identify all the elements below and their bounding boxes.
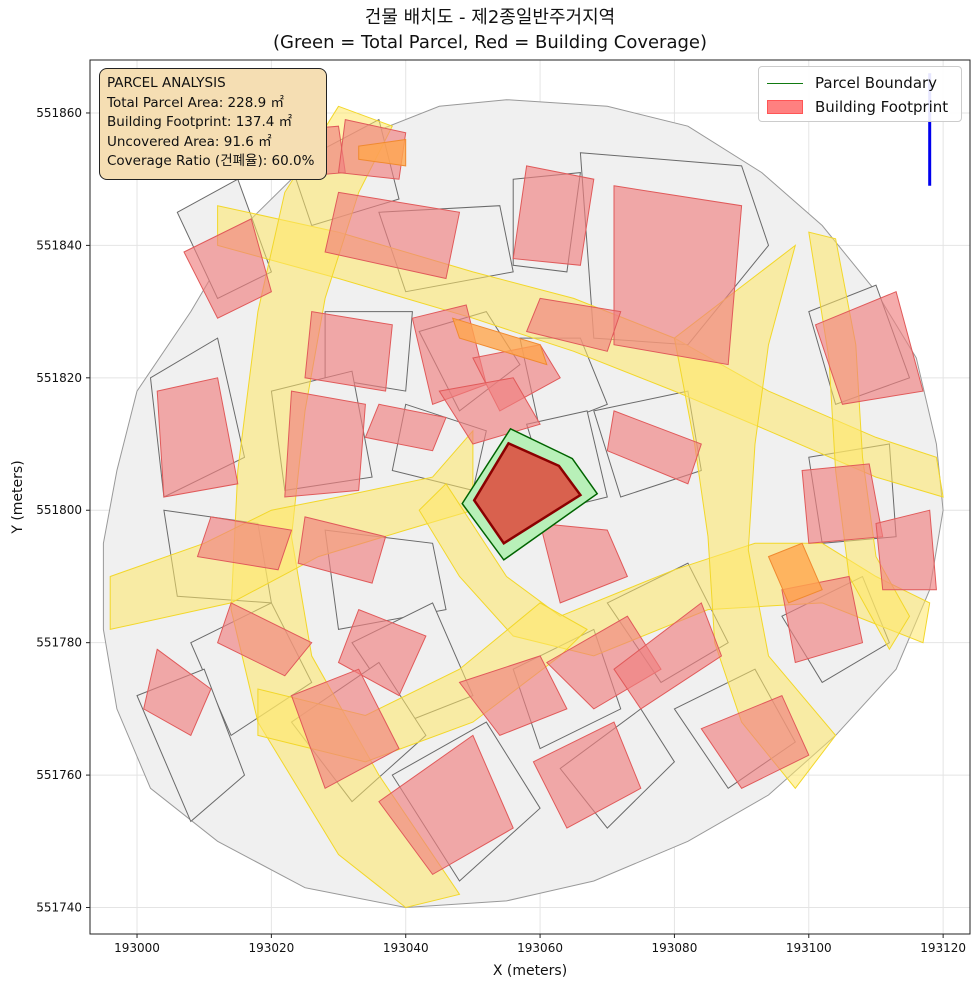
x-tick-label: 193100 (786, 941, 832, 955)
y-tick-label: 551840 (36, 238, 82, 252)
building-footprint (438, 377, 541, 445)
x-axis-label: X (meters) (493, 963, 567, 979)
building-footprint (606, 410, 702, 485)
x-tick-label: 193060 (517, 941, 563, 955)
y-tick-label: 551740 (36, 901, 82, 915)
legend-label-building: Building Footprint (815, 98, 949, 116)
target-building (472, 441, 583, 545)
building-footprint (378, 734, 514, 876)
map-layer (102, 73, 944, 909)
legend: Parcel Boundary Building Footprint (758, 66, 962, 122)
building-footprint (613, 602, 723, 710)
building-footprint (525, 297, 622, 352)
road-polygon (217, 205, 944, 498)
building-footprint (613, 185, 743, 366)
x-tick-label: 193080 (652, 941, 698, 955)
y-axis-label: Y (meters) (10, 460, 26, 534)
building-footprint (364, 403, 447, 452)
x-tick-label: 193000 (114, 941, 160, 955)
building-footprint (801, 463, 884, 544)
legend-patch-swatch (767, 100, 803, 114)
info-total-area: Total Parcel Area: 228.9 ㎡ (107, 94, 284, 111)
building-footprint (512, 165, 595, 266)
x-tick-label: 193040 (383, 941, 429, 955)
plot-frame (89, 59, 971, 935)
info-coverage-ratio: Coverage Ratio (건폐율): 60.0% (107, 153, 315, 169)
building-footprint (304, 311, 393, 392)
building-footprint (875, 509, 937, 591)
building-footprint (814, 291, 924, 405)
parcel-analysis-box: PARCEL ANALYSIS Total Parcel Area: 228.9… (99, 68, 327, 180)
x-tick-label: 193020 (248, 941, 294, 955)
building-footprint (290, 668, 400, 790)
info-heading: PARCEL ANALYSIS (107, 75, 226, 91)
overlap-polygon (451, 317, 548, 366)
building-footprint (458, 655, 568, 737)
building-footprint (183, 218, 272, 319)
building-footprint (700, 694, 810, 789)
overlap-polygon (767, 542, 823, 604)
y-tick-label: 551860 (36, 106, 82, 120)
y-tick-label: 551780 (36, 636, 82, 650)
road-polygon (673, 244, 837, 790)
y-tick-label: 551800 (36, 503, 82, 517)
ticks: 193000 193020 193040 193060 193080 193100 1931… (36, 106, 966, 955)
building-footprint (532, 721, 642, 829)
overlap-polygon (358, 138, 407, 167)
building-footprint (539, 522, 629, 604)
info-footprint: Building Footprint: 137.4 ㎡ (107, 114, 293, 130)
building-footprint (297, 516, 387, 584)
legend-item-building: Building Footprint (767, 95, 953, 119)
legend-line-swatch (767, 82, 803, 84)
building-footprint (324, 191, 461, 280)
y-tick-label: 551760 (36, 768, 82, 782)
building-footprint (156, 377, 239, 498)
legend-label-parcel: Parcel Boundary (815, 74, 938, 92)
x-tick-label: 193120 (920, 941, 966, 955)
building-footprint (196, 516, 293, 571)
building-footprint (143, 648, 212, 737)
y-tick-label: 551820 (36, 371, 82, 385)
building-footprint (216, 602, 313, 677)
chart-title: 건물 배치도 - 제2종일반주거지역 (364, 7, 616, 28)
building-footprint (284, 390, 366, 498)
legend-item-parcel: Parcel Boundary (767, 71, 953, 95)
chart-subtitle: (Green = Total Parcel, Red = Building Co… (272, 32, 708, 53)
info-uncovered: Uncovered Area: 91.6 ㎡ (107, 133, 272, 150)
